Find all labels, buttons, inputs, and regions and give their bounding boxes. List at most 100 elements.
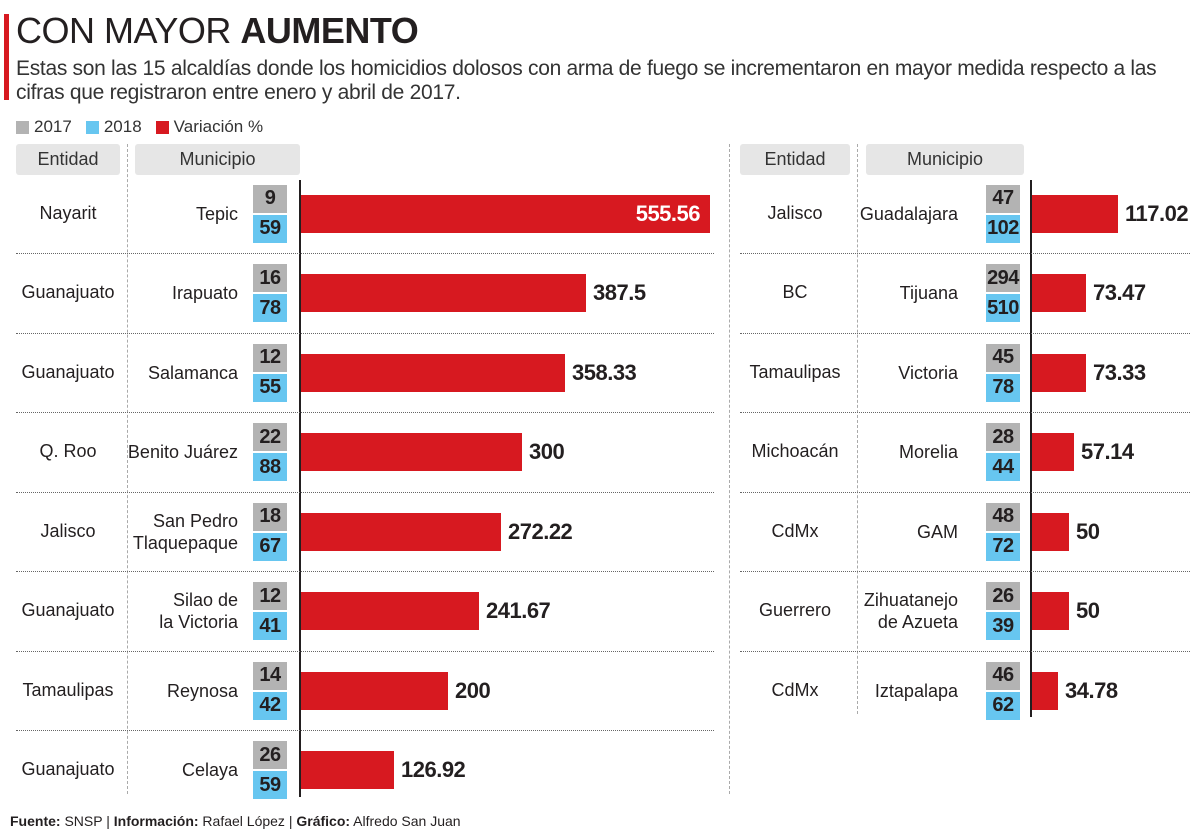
column-divider-right xyxy=(857,144,858,714)
municipio-label: Tepic xyxy=(195,203,238,224)
value-2018-badge: 59 xyxy=(253,214,287,243)
row-separator xyxy=(740,491,1190,493)
entidad-label: CdMx xyxy=(771,679,819,700)
municipio-label: Silao de xyxy=(172,590,238,610)
variation-value-label: 272.22 xyxy=(508,518,573,544)
column-divider-left xyxy=(127,144,128,794)
municipio-label: San Pedro xyxy=(152,510,238,531)
variation-value-label: 34.78 xyxy=(1065,677,1118,703)
value-2018-badge: 67 xyxy=(253,532,287,561)
axis-line-left xyxy=(299,180,301,797)
municipio-label: Reynosa xyxy=(166,680,238,701)
value-2017-badge: 47 xyxy=(986,184,1020,213)
legend: 2017 2018 Variación % xyxy=(16,116,277,138)
municipio-label: Guadalajara xyxy=(859,203,958,224)
value-2017-badge: 45 xyxy=(986,343,1020,372)
entidad-label: Michoacán xyxy=(751,441,839,461)
variation-bar xyxy=(301,671,448,710)
value-2017-badge: 28 xyxy=(986,423,1020,451)
entidad-label: Jalisco xyxy=(767,202,823,223)
entidad-label: Tamaulipas xyxy=(22,679,114,700)
value-2018-badge: 59 xyxy=(253,771,287,799)
axis-line-right xyxy=(1030,180,1032,717)
entidad-label: CdMx xyxy=(771,520,819,541)
variation-bar xyxy=(301,512,501,551)
municipio-label: Tlaquepaque xyxy=(132,532,238,553)
entidad-label: Q. Roo xyxy=(39,441,97,461)
legend-item-2018: 2018 xyxy=(85,117,142,137)
footer-info-label: Información: xyxy=(113,813,199,829)
value-2018-badge: 88 xyxy=(253,453,287,481)
entidad-label: BC xyxy=(782,282,808,302)
municipio-label: Zihuatanejo xyxy=(863,590,958,610)
title-light: CON MAYOR xyxy=(16,10,231,51)
legend-swatch-2018 xyxy=(85,120,99,134)
variation-value-label: 241.67 xyxy=(486,598,551,623)
variation-bar xyxy=(301,274,586,312)
entidad-label: Jalisco xyxy=(40,520,96,541)
municipio-label: Benito Juárez xyxy=(127,442,238,462)
entidad-label: Guanajuato xyxy=(21,282,115,302)
value-2017-badge: 46 xyxy=(986,661,1020,690)
variation-bar xyxy=(1032,194,1118,233)
value-2018-badge: 510 xyxy=(986,294,1020,322)
value-2017-badge: 26 xyxy=(986,582,1020,610)
value-2017-badge: 294 xyxy=(986,264,1020,292)
row-separator xyxy=(16,332,714,334)
value-2018-badge: 44 xyxy=(986,453,1020,481)
value-2017-badge: 14 xyxy=(253,661,287,690)
variation-value-label: 57.14 xyxy=(1081,439,1134,464)
variation-value-label: 200 xyxy=(455,677,491,703)
row-separator xyxy=(16,730,714,731)
variation-bar xyxy=(1032,433,1074,471)
footer-grafico: Alfredo San Juan xyxy=(353,813,461,829)
entidad-label: Nayarit xyxy=(39,202,97,223)
variation-value-label: 300 xyxy=(529,439,565,464)
municipio-label: de Azueta xyxy=(877,612,958,632)
row-separator xyxy=(740,571,1190,572)
municipio-label: Tijuana xyxy=(899,283,958,303)
legend-swatch-variacion xyxy=(155,120,169,134)
value-2018-badge: 55 xyxy=(253,373,287,402)
row-separator xyxy=(16,253,714,254)
variation-bar xyxy=(301,592,479,630)
variation-bar xyxy=(1032,671,1058,710)
entidad-label: Guanajuato xyxy=(21,600,115,620)
footer-fuente-label: Fuente: xyxy=(10,813,61,829)
row-separator xyxy=(740,253,1190,254)
row-separator xyxy=(740,650,1190,652)
variation-value-label: 73.47 xyxy=(1093,280,1146,305)
variation-bar xyxy=(1032,274,1086,312)
variation-bar xyxy=(301,433,522,471)
legend-label-2017: 2017 xyxy=(34,117,72,136)
row-separator xyxy=(16,491,714,493)
value-2018-badge: 62 xyxy=(986,691,1020,720)
municipio-label: Salamanca xyxy=(147,362,238,383)
value-2017-badge: 22 xyxy=(253,423,287,451)
footer-grafico-label: Gráfico: xyxy=(296,813,351,829)
entidad-label: Guanajuato xyxy=(21,759,115,779)
legend-label-2018: 2018 xyxy=(103,117,142,136)
title-accent-bar xyxy=(4,14,9,100)
footer-info: Rafael López xyxy=(202,813,285,829)
variation-bar xyxy=(301,353,565,392)
legend-item-2017: 2017 xyxy=(16,117,72,137)
entidad-label: Tamaulipas xyxy=(749,361,841,382)
variation-value-label: 50 xyxy=(1076,518,1100,544)
row-separator xyxy=(740,412,1190,413)
legend-item-variacion: Variación % xyxy=(155,117,263,137)
value-2017-badge: 48 xyxy=(986,502,1020,531)
footer-fuente: SNSP xyxy=(64,813,103,829)
header-municipio-left: Municipio xyxy=(135,144,300,175)
entidad-label: Guerrero xyxy=(758,600,832,620)
row-separator xyxy=(740,332,1190,334)
header-municipio-right: Municipio xyxy=(866,144,1024,175)
entidad-label: Guanajuato xyxy=(21,361,115,382)
value-2018-badge: 102 xyxy=(986,214,1020,243)
header-entidad-left: Entidad xyxy=(16,144,120,175)
value-2017-badge: 12 xyxy=(253,582,287,610)
value-2017-badge: 9 xyxy=(253,184,287,213)
value-2017-badge: 12 xyxy=(253,343,287,372)
row-separator xyxy=(16,412,714,413)
value-2017-badge: 18 xyxy=(253,502,287,531)
